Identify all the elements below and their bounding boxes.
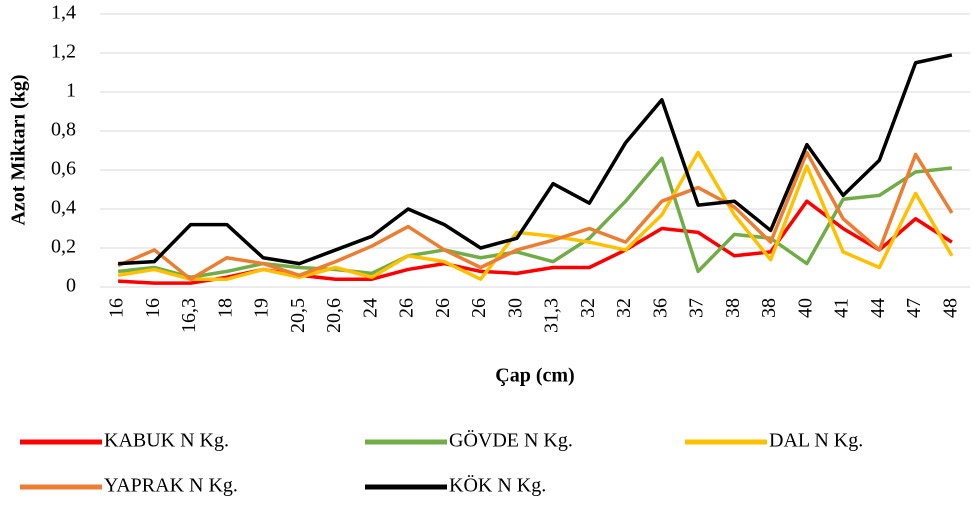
x-tick-label: 20,6 — [323, 298, 345, 333]
y-tick-label: 1,4 — [51, 2, 76, 24]
x-tick-label: 26 — [396, 298, 418, 318]
legend-label: DAL N Kg. — [769, 430, 863, 452]
x-tick-label: 16 — [142, 298, 164, 318]
x-tick-label: 38 — [758, 298, 780, 318]
series-line — [117, 150, 954, 281]
x-tick-label: 36 — [649, 298, 671, 318]
x-tick-label: 16 — [106, 298, 128, 318]
legend-label: YAPRAK N Kg. — [104, 475, 238, 497]
x-axis-title: Çap (cm) — [495, 365, 574, 387]
series-line — [117, 150, 954, 281]
y-axis-title: Azot Miktarı (kg) — [8, 74, 30, 225]
x-tick-label: 19 — [251, 298, 273, 318]
x-tick-label: 48 — [939, 298, 961, 318]
series-line — [117, 156, 953, 279]
y-tick-label: 1 — [66, 80, 76, 102]
legend-label: KÖK N Kg. — [449, 474, 546, 497]
y-tick-label: 0,4 — [51, 197, 76, 219]
x-tick-label: 20,5 — [287, 298, 309, 333]
x-tick-label: 30 — [504, 298, 526, 318]
legend-label: KABUK N Kg. — [104, 430, 229, 452]
x-tick-label: 32 — [613, 298, 635, 318]
x-tick-label: 38 — [722, 298, 744, 318]
x-tick-label: 16,3 — [178, 298, 200, 333]
y-tick-label: 0,8 — [51, 119, 76, 141]
y-tick-label: 0 — [66, 275, 76, 297]
x-tick-label: 37 — [686, 298, 708, 318]
x-tick-label: 41 — [831, 298, 853, 318]
x-tick-label: 26 — [468, 298, 490, 318]
x-tick-label: 26 — [432, 298, 454, 318]
legend-label: GÖVDE N Kg. — [449, 429, 573, 452]
x-tick-label: 32 — [577, 298, 599, 318]
series-line — [118, 53, 953, 266]
x-tick-label: 24 — [359, 298, 381, 318]
x-tick-label: 18 — [214, 298, 236, 318]
x-tick-label: 47 — [903, 298, 925, 318]
y-tick-label: 0,6 — [51, 158, 76, 180]
y-tick-label: 1,2 — [51, 41, 76, 63]
x-tick-label: 44 — [867, 298, 889, 318]
y-tick-label: 0,2 — [51, 236, 76, 258]
x-tick-label: 31,3 — [541, 298, 563, 333]
x-tick-label: 40 — [794, 298, 816, 318]
